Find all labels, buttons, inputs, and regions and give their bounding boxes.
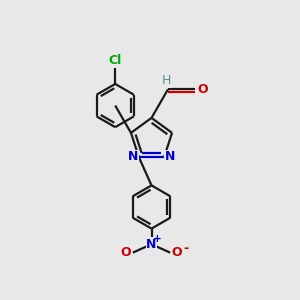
Text: -: -	[183, 242, 188, 255]
Text: O: O	[171, 246, 182, 259]
Text: +: +	[152, 234, 161, 244]
Text: N: N	[146, 238, 157, 251]
Text: O: O	[120, 246, 131, 259]
Text: N: N	[128, 151, 139, 164]
Text: Cl: Cl	[109, 54, 122, 67]
Text: H: H	[162, 74, 171, 87]
Text: O: O	[197, 83, 208, 96]
Text: N: N	[164, 151, 175, 164]
